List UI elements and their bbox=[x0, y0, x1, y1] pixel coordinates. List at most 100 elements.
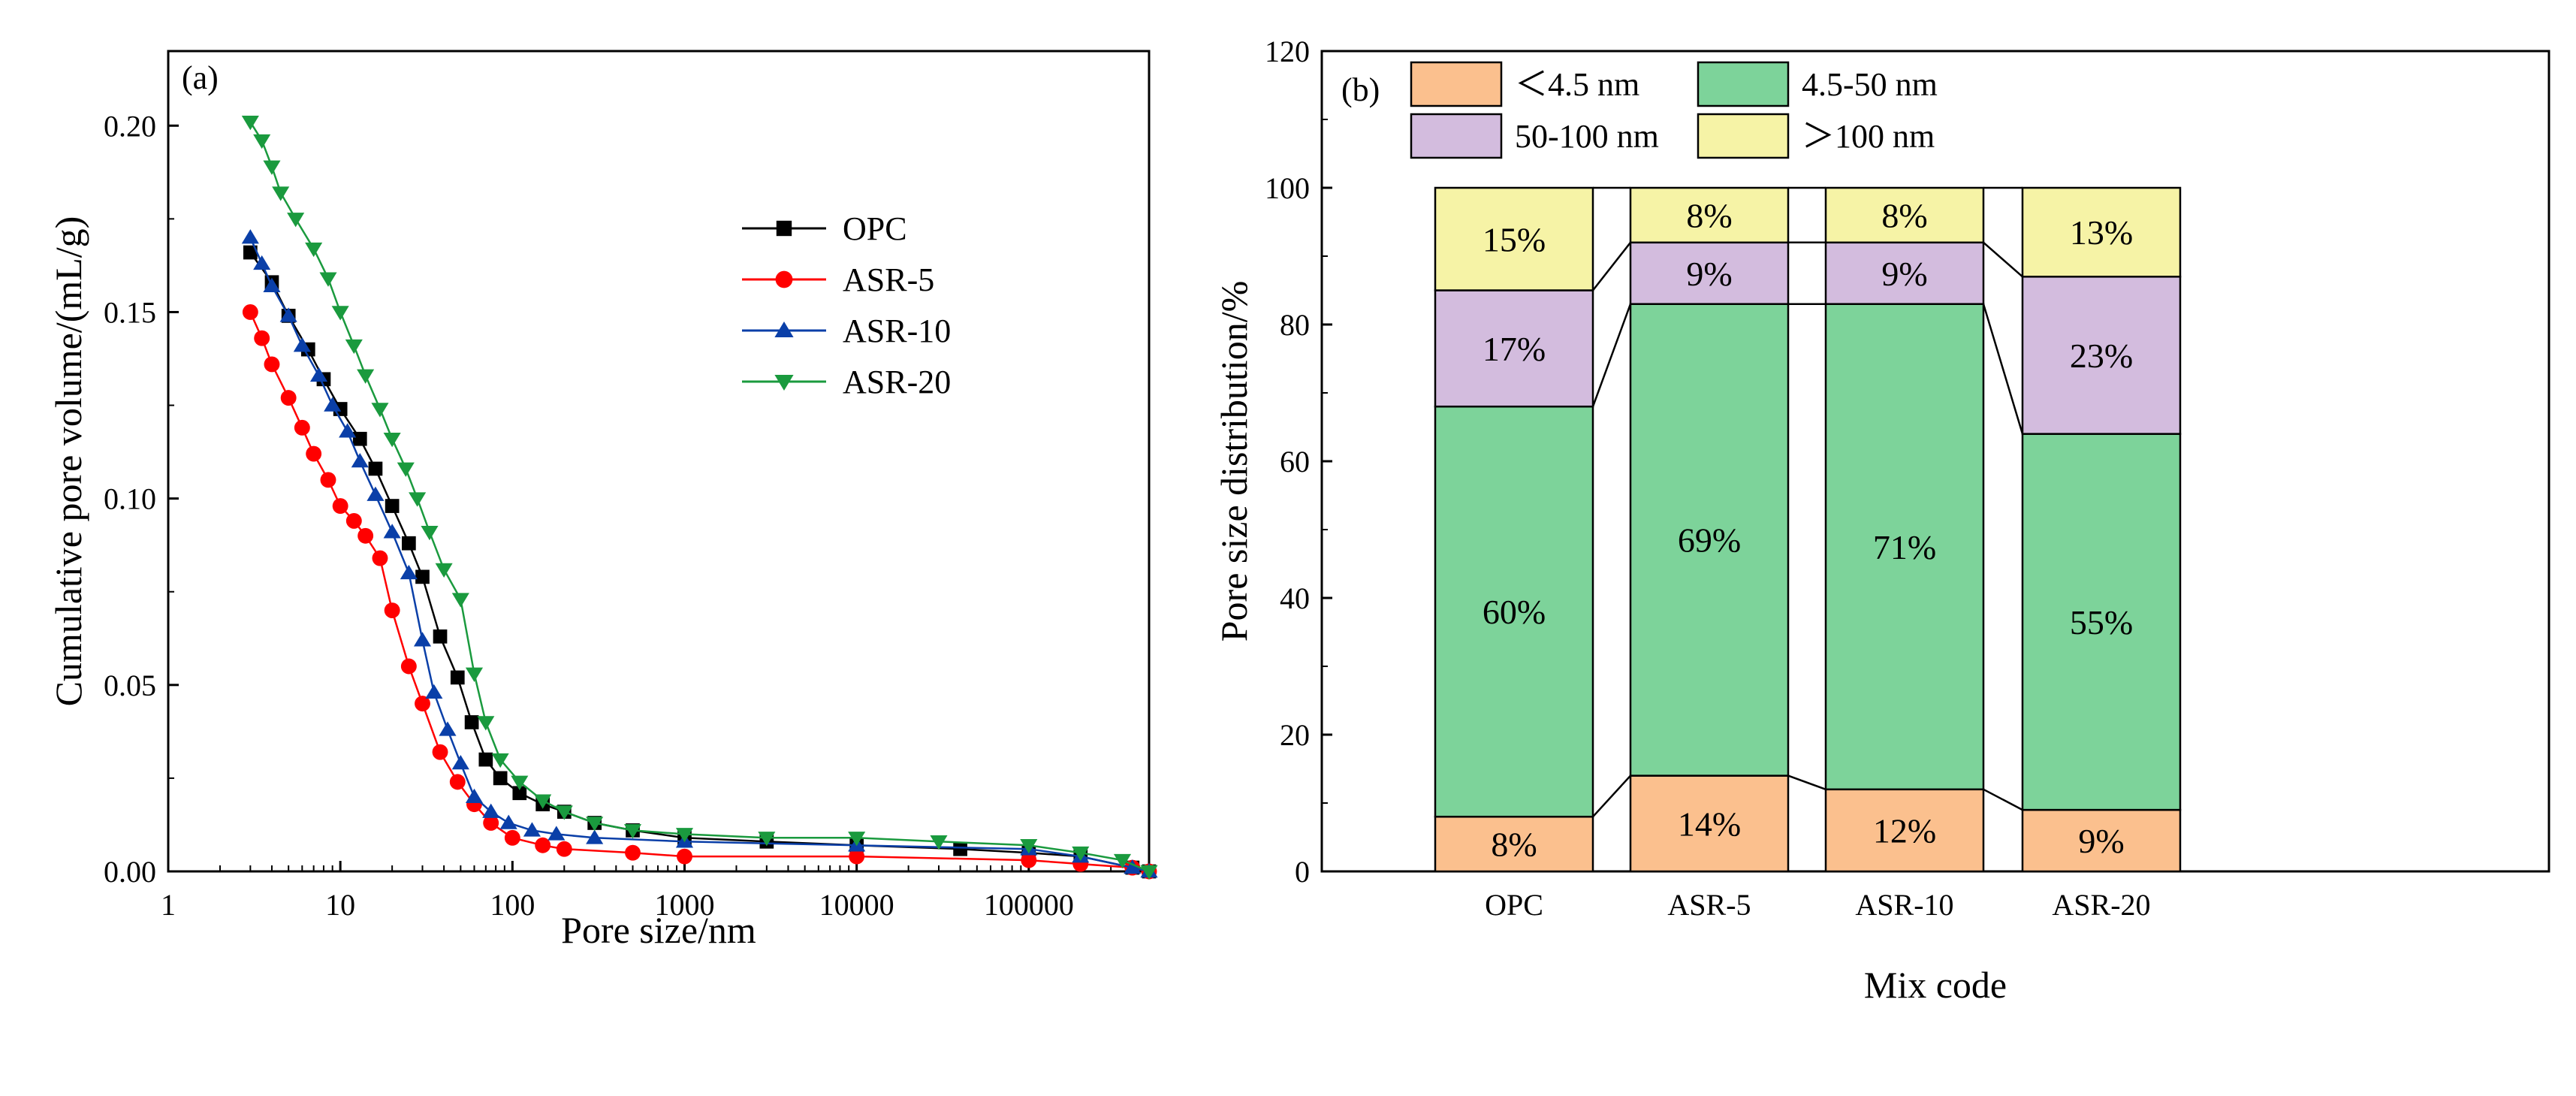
data-point bbox=[384, 602, 400, 618]
data-label: 12% bbox=[1873, 811, 1936, 850]
data-label: 8% bbox=[1686, 196, 1732, 234]
data-point bbox=[324, 397, 342, 412]
legend-label: ＞100 nm bbox=[1802, 118, 1935, 155]
data-point bbox=[415, 696, 430, 712]
panel-a-line-chart: (a) 1 10 100 1000 10000 100000 0.00 0.05 0.10 0.1… bbox=[47, 50, 1158, 951]
data-point bbox=[547, 826, 566, 841]
data-label: 69% bbox=[1678, 521, 1741, 560]
data-point bbox=[332, 498, 348, 515]
data-label: 8% bbox=[1881, 196, 1927, 234]
bar-segment bbox=[1629, 303, 1790, 777]
x-tick-label: ASR-5 bbox=[1667, 888, 1751, 922]
x-tick-label: 10 bbox=[325, 888, 355, 922]
data-point bbox=[305, 242, 323, 258]
legend-item: ＞100 nm bbox=[1697, 113, 1935, 159]
data-point bbox=[1140, 865, 1158, 880]
bar-segment bbox=[1629, 241, 1790, 305]
y-tick-label: 100 bbox=[1265, 171, 1310, 205]
data-point bbox=[357, 527, 374, 544]
data-point bbox=[319, 272, 337, 287]
y-tick-label: 0.05 bbox=[104, 669, 156, 702]
data-point bbox=[477, 716, 495, 731]
connector-line bbox=[1983, 241, 2023, 278]
legend-label: ASR-5 bbox=[843, 261, 934, 298]
data-point bbox=[586, 829, 604, 844]
data-point bbox=[241, 116, 259, 131]
panel-b-x-axis-title: Mix code bbox=[1864, 964, 2007, 1006]
legend-swatch bbox=[1697, 61, 1790, 107]
data-label: 9% bbox=[2078, 822, 2124, 860]
x-tick-label: ASR-20 bbox=[2052, 888, 2150, 922]
y-tick-label: 20 bbox=[1280, 718, 1310, 752]
y-tick-label: 0 bbox=[1295, 855, 1310, 889]
panel-a-legend: OPC ASR-5 ASR-10 ASR-20 bbox=[742, 210, 951, 400]
x-tick-label: OPC bbox=[1485, 888, 1543, 922]
data-label: 15% bbox=[1483, 220, 1546, 258]
connector-line bbox=[1982, 303, 2024, 434]
data-point bbox=[1020, 839, 1038, 854]
legend-label: ASR-20 bbox=[843, 364, 951, 400]
data-point bbox=[263, 160, 281, 175]
legend-label: OPC bbox=[843, 210, 907, 247]
legend-item: ＜4.5 nm bbox=[1410, 61, 1639, 107]
data-point bbox=[415, 569, 430, 584]
data-point bbox=[402, 536, 416, 551]
series-asr-5 bbox=[242, 304, 1157, 880]
data-label: 14% bbox=[1678, 805, 1741, 843]
connector-line bbox=[1787, 774, 1826, 790]
data-point bbox=[331, 306, 349, 321]
legend-label: 50-100 nm bbox=[1515, 118, 1659, 155]
series-asr-20 bbox=[241, 116, 1158, 880]
data-point bbox=[352, 431, 367, 446]
data-point bbox=[556, 841, 572, 857]
data-point bbox=[345, 339, 363, 355]
data-point bbox=[383, 524, 401, 539]
data-point bbox=[534, 794, 552, 809]
data-point bbox=[400, 658, 417, 675]
bar-segment bbox=[2021, 433, 2182, 811]
data-point bbox=[264, 356, 280, 373]
y-tick-label: 80 bbox=[1280, 308, 1310, 342]
panel-a-ticks: 1 10 100 1000 10000 100000 0.00 0.05 0.10 0.15 0.2… bbox=[104, 109, 1150, 922]
data-point bbox=[464, 715, 479, 729]
bar-segment bbox=[1824, 303, 1985, 791]
legend-marker bbox=[776, 220, 792, 237]
x-tick-label: 100000 bbox=[984, 888, 1074, 922]
data-point bbox=[625, 844, 641, 861]
data-point bbox=[421, 526, 439, 541]
bar-stack-opc: 8% 60% 17% 15% bbox=[1434, 186, 1594, 873]
panel-a-frame bbox=[167, 50, 1151, 873]
data-label: 13% bbox=[2070, 213, 2133, 252]
data-point bbox=[253, 134, 271, 149]
legend-item: ASR-20 bbox=[742, 364, 951, 400]
data-point bbox=[435, 563, 453, 578]
bar-stack-asr-5: 14% 69% 9% 8% bbox=[1629, 186, 1790, 873]
y-tick-label: 0.10 bbox=[104, 482, 156, 516]
data-point bbox=[306, 445, 322, 462]
series-line bbox=[249, 237, 1150, 873]
data-label: 17% bbox=[1483, 330, 1546, 368]
data-point bbox=[293, 337, 311, 352]
data-point bbox=[309, 367, 328, 382]
connector-line bbox=[1983, 788, 2023, 811]
data-point bbox=[465, 667, 484, 682]
data-label: 8% bbox=[1491, 826, 1537, 864]
data-point bbox=[482, 803, 500, 818]
data-point bbox=[478, 752, 493, 767]
data-point bbox=[320, 472, 336, 488]
data-point bbox=[1113, 853, 1132, 869]
bar-stack-asr-20: 9% 55% 23% 13% bbox=[2021, 186, 2182, 873]
data-point bbox=[1072, 846, 1090, 862]
data-point bbox=[368, 461, 383, 476]
data-point bbox=[504, 829, 520, 846]
bar-segment bbox=[1434, 815, 1594, 873]
data-label: 60% bbox=[1483, 593, 1546, 631]
connector-line bbox=[1592, 774, 1631, 818]
bar-segment bbox=[1824, 241, 1985, 305]
data-point bbox=[372, 550, 388, 566]
x-tick-label: ASR-10 bbox=[1855, 888, 1953, 922]
data-point bbox=[675, 828, 694, 843]
data-point bbox=[287, 213, 305, 228]
bar-segment bbox=[1434, 289, 1594, 408]
